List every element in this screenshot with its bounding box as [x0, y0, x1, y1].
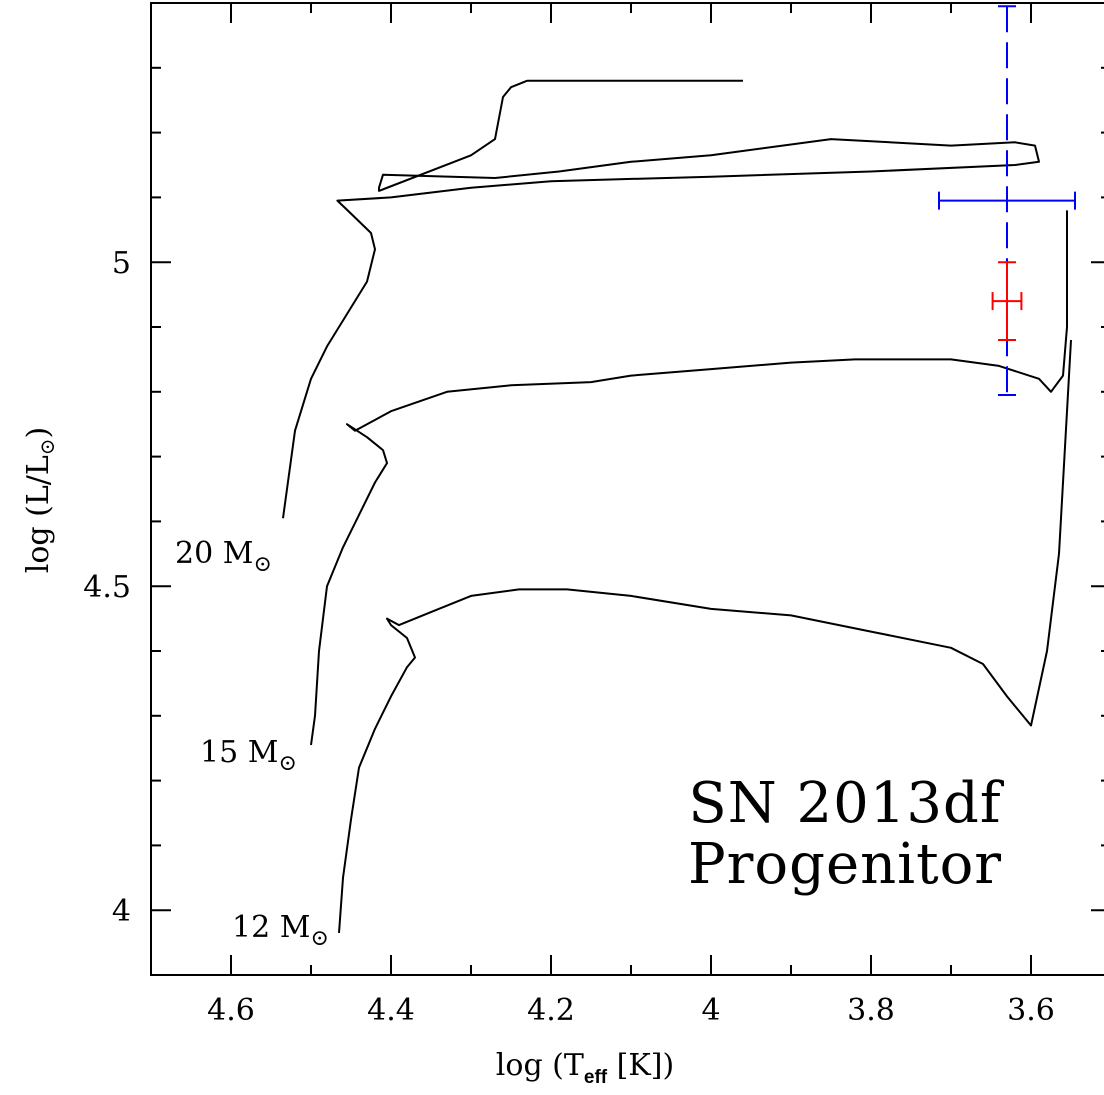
x-tick-label: 4.4 — [367, 993, 415, 1028]
track-label-12: 12 M⊙ — [232, 910, 329, 951]
sun-symbol: ⊙ — [310, 926, 328, 951]
x-tick-label: 4.6 — [207, 993, 255, 1028]
sun-symbol: ⊙ — [253, 552, 271, 577]
x-tick-label: 3.8 — [847, 993, 895, 1028]
track-labels: 20 M⊙ 15 M⊙ 12 M⊙ — [175, 536, 329, 951]
x-axis-title: log (Teff [K]) — [496, 1048, 674, 1088]
track-15m — [310, 210, 1068, 746]
track-20m — [282, 79, 1040, 519]
error-bars — [938, 5, 1076, 397]
track-label-15: 15 M⊙ — [200, 735, 297, 776]
y-axis-title: log (L/L⊙) — [21, 427, 59, 574]
axis-ticks — [150, 2, 1104, 976]
evolutionary-tracks — [282, 79, 1072, 933]
annotation: SN 2013df Progenitor — [688, 771, 1005, 897]
y-tick-label: 4 — [112, 894, 131, 929]
x-tick-label: 4 — [701, 993, 720, 1028]
sun-symbol: ⊙ — [35, 438, 59, 455]
y-tick-label: 4.5 — [83, 570, 131, 605]
track-label-20: 20 M⊙ — [175, 536, 272, 577]
x-tick-label: 3.6 — [1007, 993, 1055, 1028]
svg-text:log (L/L⊙): log (L/L⊙) — [21, 427, 59, 574]
annotation-line-2: Progenitor — [688, 832, 1002, 897]
sun-symbol: ⊙ — [278, 751, 296, 776]
x-tick-label: 4.2 — [527, 993, 575, 1028]
track-12m — [338, 339, 1072, 933]
tick-labels: 4.6 4.4 4.2 4 3.8 3.6 4 4.5 5 — [83, 246, 1055, 1028]
y-tick-label: 5 — [112, 246, 131, 281]
annotation-line-1: SN 2013df — [688, 771, 1005, 836]
